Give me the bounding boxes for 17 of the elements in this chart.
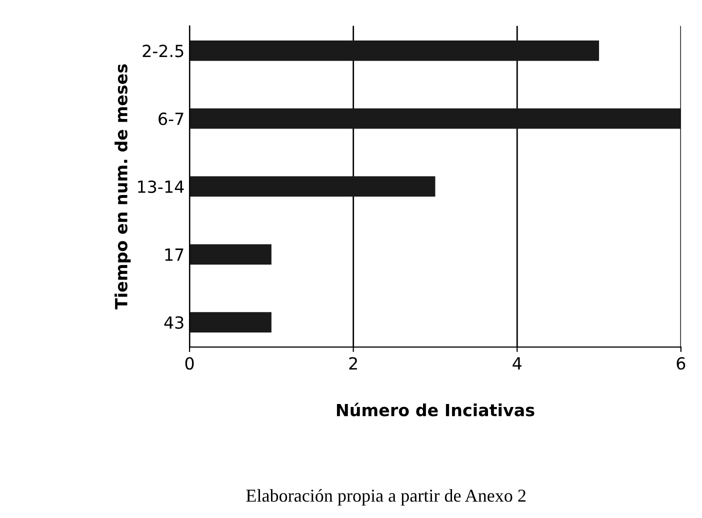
x-axis-title: Número de Inciativas (336, 402, 534, 416)
x-tick-label: 2 (349, 357, 357, 370)
y-axis-title: Tiempo en num. de meses (114, 64, 131, 310)
y-tick-label: 43 (164, 316, 184, 329)
bar (190, 176, 436, 197)
x-tick-label: 0 (185, 357, 194, 370)
bar (190, 40, 600, 61)
bar (190, 108, 681, 129)
x-tick-label: 6 (676, 357, 686, 370)
y-tick-label: 2-2.5 (142, 44, 184, 58)
x-tick-label: 4 (512, 357, 522, 370)
y-tick-label: 13-14 (138, 180, 184, 194)
y-tick-label: 17 (165, 248, 184, 261)
text: Elaboración propia a partir de Anexo 2 (246, 489, 526, 506)
y-tick-label: 6-7 (158, 112, 184, 126)
bar (190, 312, 272, 332)
bar (190, 244, 272, 265)
